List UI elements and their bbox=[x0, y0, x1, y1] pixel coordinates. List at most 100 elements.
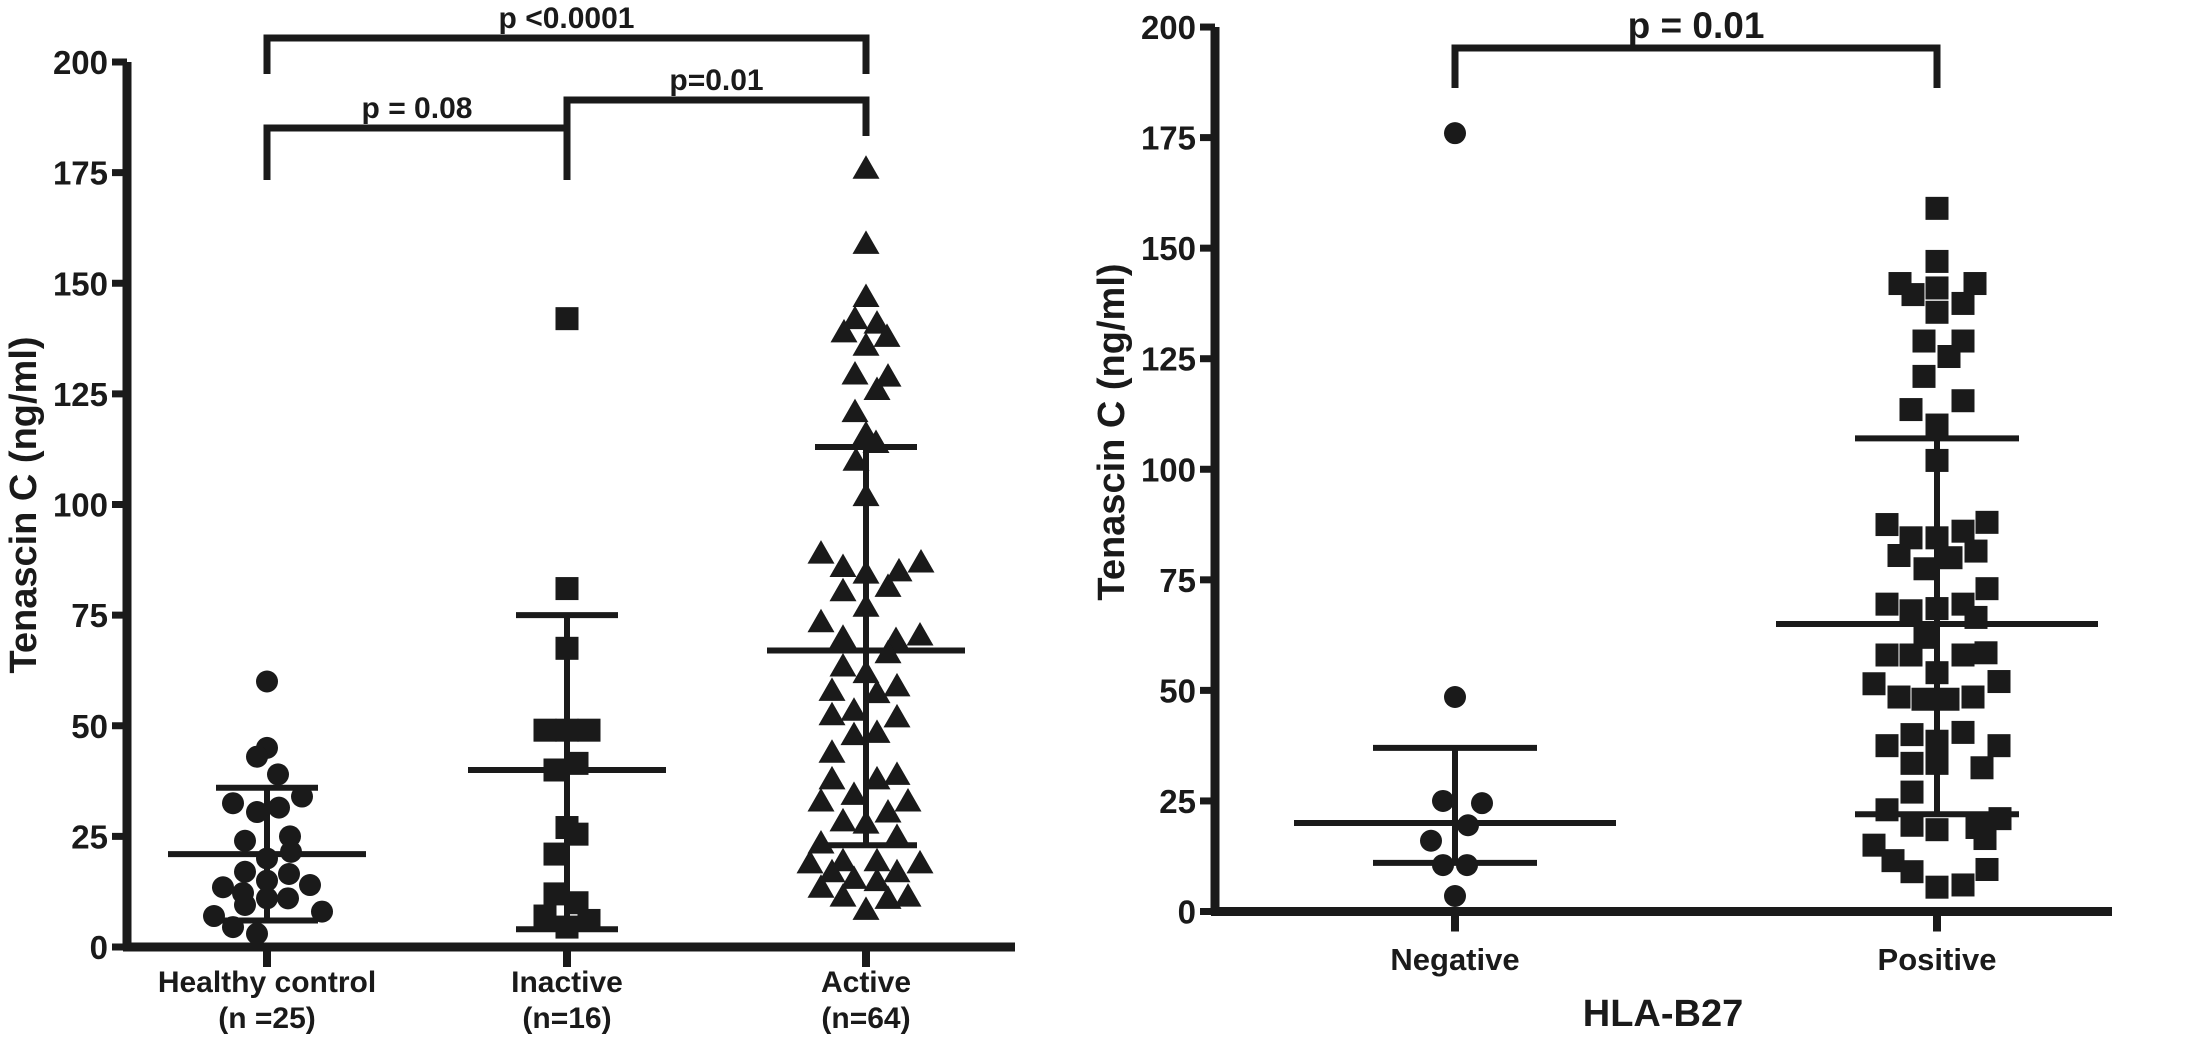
group-label: Negative bbox=[1390, 942, 1519, 977]
y-tick-label: 150 bbox=[53, 265, 108, 302]
data-point-circle bbox=[277, 887, 299, 910]
data-point-triangle bbox=[852, 896, 880, 920]
data-point-square bbox=[533, 718, 557, 742]
data-point-square bbox=[1912, 329, 1936, 353]
data-point-square bbox=[1963, 272, 1987, 296]
data-point-square bbox=[1887, 685, 1911, 709]
data-point-square bbox=[1875, 513, 1899, 537]
data-point-square bbox=[1900, 723, 1924, 747]
data-point-square bbox=[1925, 249, 1949, 273]
data-point-square bbox=[1936, 687, 1960, 711]
data-point-circle bbox=[256, 869, 278, 892]
data-point-square bbox=[1862, 833, 1886, 857]
x-axis-title: HLA-B27 bbox=[1583, 993, 1743, 1035]
data-point-square bbox=[1974, 641, 1998, 665]
data-point-square bbox=[577, 718, 601, 742]
data-point-square bbox=[1913, 557, 1937, 581]
data-point-triangle bbox=[829, 653, 857, 677]
data-point-triangle bbox=[852, 482, 880, 507]
data-point-triangle bbox=[874, 639, 902, 664]
data-point-circle bbox=[1432, 789, 1454, 812]
data-point-circle bbox=[1457, 814, 1479, 837]
data-point-triangle bbox=[840, 721, 868, 746]
data-point-square bbox=[1987, 734, 2011, 758]
data-point-triangle bbox=[883, 672, 911, 697]
data-point-circle bbox=[1471, 792, 1493, 815]
data-point-triangle bbox=[841, 360, 869, 385]
data-point-triangle bbox=[863, 765, 891, 790]
data-point-circle bbox=[246, 745, 268, 768]
data-point-circle bbox=[256, 887, 278, 910]
data-point-triangle bbox=[852, 283, 880, 308]
data-point-square bbox=[1900, 780, 1924, 804]
data-point-circle bbox=[1444, 122, 1466, 145]
y-tick-label: 0 bbox=[90, 929, 108, 966]
data-point-triangle bbox=[829, 883, 857, 907]
y-tick-label: 200 bbox=[53, 44, 108, 81]
p-value-label: p=0.01 bbox=[669, 64, 763, 97]
data-point-triangle bbox=[818, 677, 846, 701]
data-point-square bbox=[1975, 577, 1999, 601]
data-point-triangle bbox=[863, 310, 891, 334]
data-point-square bbox=[1964, 539, 1988, 563]
p-value-label: p <0.0001 bbox=[499, 2, 635, 35]
data-point-triangle bbox=[852, 560, 880, 584]
y-tick-label: 125 bbox=[1141, 341, 1196, 378]
data-point-circle bbox=[246, 801, 268, 824]
data-point-square bbox=[565, 822, 589, 846]
data-point-triangle bbox=[874, 363, 902, 387]
data-point-square bbox=[1975, 510, 1999, 534]
data-point-triangle bbox=[818, 858, 846, 883]
data-point-square bbox=[1913, 625, 1937, 649]
data-point-square bbox=[1925, 300, 1949, 324]
data-point-triangle bbox=[863, 679, 891, 704]
data-point-square bbox=[1875, 592, 1899, 616]
data-point-square bbox=[1900, 860, 1924, 884]
p-value-label: p = 0.01 bbox=[1628, 5, 1765, 46]
data-point-circle bbox=[267, 763, 289, 786]
data-point-triangle bbox=[874, 573, 902, 597]
data-point-triangle bbox=[883, 823, 911, 847]
data-point-square bbox=[1951, 643, 1975, 667]
data-point-circle bbox=[234, 860, 256, 883]
data-point-triangle bbox=[818, 765, 846, 790]
data-point-square bbox=[1899, 599, 1923, 623]
data-point-triangle bbox=[841, 398, 869, 423]
data-point-triangle bbox=[807, 830, 835, 854]
data-point-square bbox=[1925, 875, 1949, 899]
data-point-square bbox=[1975, 857, 1999, 881]
data-point-square bbox=[565, 891, 589, 915]
significance-bracket bbox=[563, 96, 870, 136]
data-point-square bbox=[533, 904, 557, 928]
data-point-triangle bbox=[883, 703, 911, 728]
data-point-triangle bbox=[885, 557, 913, 582]
data-point-triangle bbox=[829, 553, 857, 577]
data-point-square bbox=[1973, 827, 1997, 851]
group-points-active bbox=[796, 155, 935, 920]
panel-right: 0 25 50 75 100 125 150 175 200 Tenascin C (ng/ml)… bbox=[1091, 5, 2112, 1035]
data-point-square bbox=[1899, 643, 1923, 667]
data-point-square bbox=[1901, 283, 1925, 307]
y-tick-label: 25 bbox=[71, 818, 108, 855]
data-point-square bbox=[555, 718, 579, 742]
group-label: Healthy control bbox=[158, 966, 376, 999]
data-point-square bbox=[1925, 413, 1949, 437]
data-point-triangle bbox=[807, 608, 835, 633]
y-tick-label: 75 bbox=[71, 597, 108, 634]
data-point-square bbox=[555, 577, 579, 601]
data-point-triangle bbox=[829, 577, 857, 602]
data-point-square bbox=[1862, 672, 1886, 696]
group-label: (n =25) bbox=[218, 1002, 316, 1035]
data-point-triangle bbox=[807, 540, 835, 564]
significance-bracket bbox=[1451, 44, 1941, 88]
data-point-square bbox=[1988, 807, 2012, 831]
data-point-triangle bbox=[852, 810, 880, 834]
y-tick-label: 0 bbox=[1178, 894, 1196, 931]
group-label: Active bbox=[821, 966, 911, 999]
data-point-circle bbox=[278, 862, 300, 885]
group-points-healthy-control bbox=[203, 670, 333, 945]
data-point-square bbox=[1912, 364, 1936, 388]
data-point-square bbox=[1925, 526, 1949, 550]
group-label: (n=16) bbox=[522, 1002, 611, 1035]
data-point-circle bbox=[222, 916, 244, 939]
